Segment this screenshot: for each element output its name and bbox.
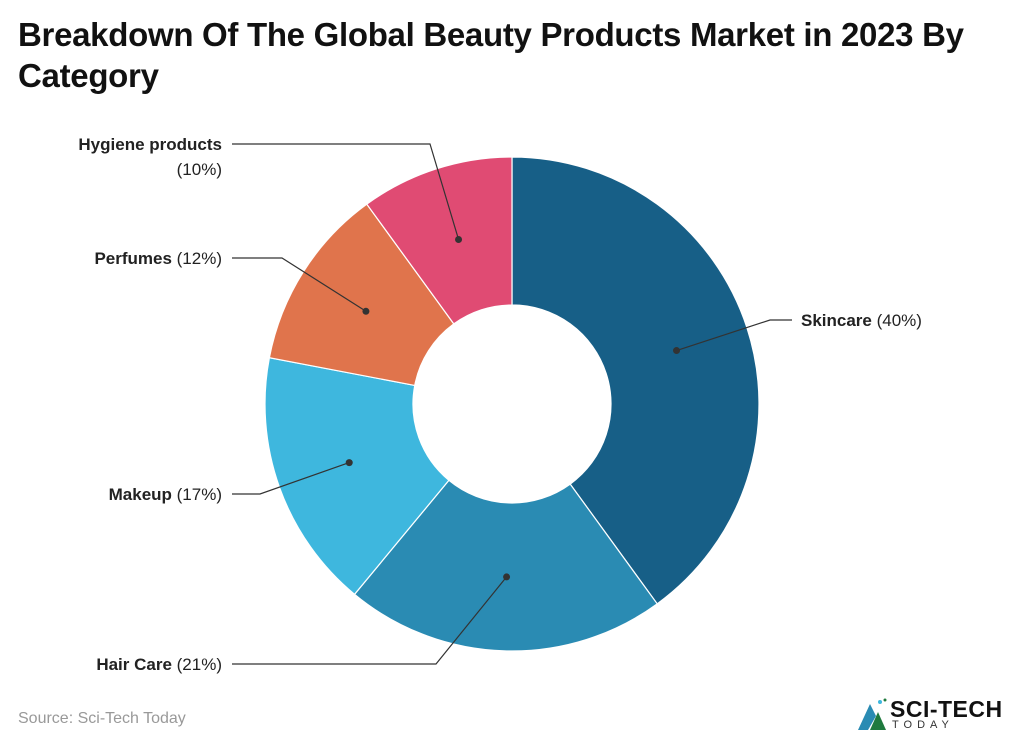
source-note: Source: Sci-Tech Today (18, 710, 186, 727)
leader-line (232, 462, 350, 495)
leader-dot (455, 235, 463, 243)
percent-label: (17%) (172, 485, 222, 504)
category-name: Hair Care (96, 655, 172, 674)
percent-label: (10%) (177, 160, 222, 179)
slice-hair-care (353, 479, 659, 652)
percent-label: (21%) (172, 655, 222, 674)
logo-mark-icon (858, 698, 887, 730)
category-name: Makeup (109, 485, 172, 504)
percent-label: (40%) (872, 311, 922, 330)
leader-dot (503, 573, 511, 581)
leader-dot (345, 459, 353, 467)
slice-label: Hygiene products (10%) (78, 135, 222, 179)
slice-makeup (264, 357, 450, 596)
slice-label: Hair Care (21%) (96, 655, 222, 674)
logo-subtext: TODAY (892, 719, 954, 731)
leader-dot (673, 347, 681, 355)
sci-tech-logo: SCI-TECH TODAY (856, 696, 1006, 736)
slice-label: Makeup (17%) (109, 485, 222, 504)
logo-text: SCI-TECH (890, 696, 1003, 722)
category-name: Hygiene products (78, 135, 222, 154)
leader-line (232, 143, 460, 240)
slice-perfumes (268, 203, 455, 387)
slice-label: Skincare (40%) (801, 311, 922, 330)
leader-dot (362, 307, 370, 315)
percent-label: (12%) (172, 249, 222, 268)
leader-line (676, 319, 792, 352)
chart-title: Breakdown Of The Global Beauty Products … (18, 16, 964, 94)
leader-line (232, 257, 367, 312)
slice-hygiene-products (365, 156, 513, 325)
category-name: Perfumes (94, 249, 171, 268)
slice-skincare (511, 156, 760, 605)
slice-label: Perfumes (12%) (94, 249, 222, 268)
leader-line (232, 576, 508, 665)
category-name: Skincare (801, 311, 872, 330)
